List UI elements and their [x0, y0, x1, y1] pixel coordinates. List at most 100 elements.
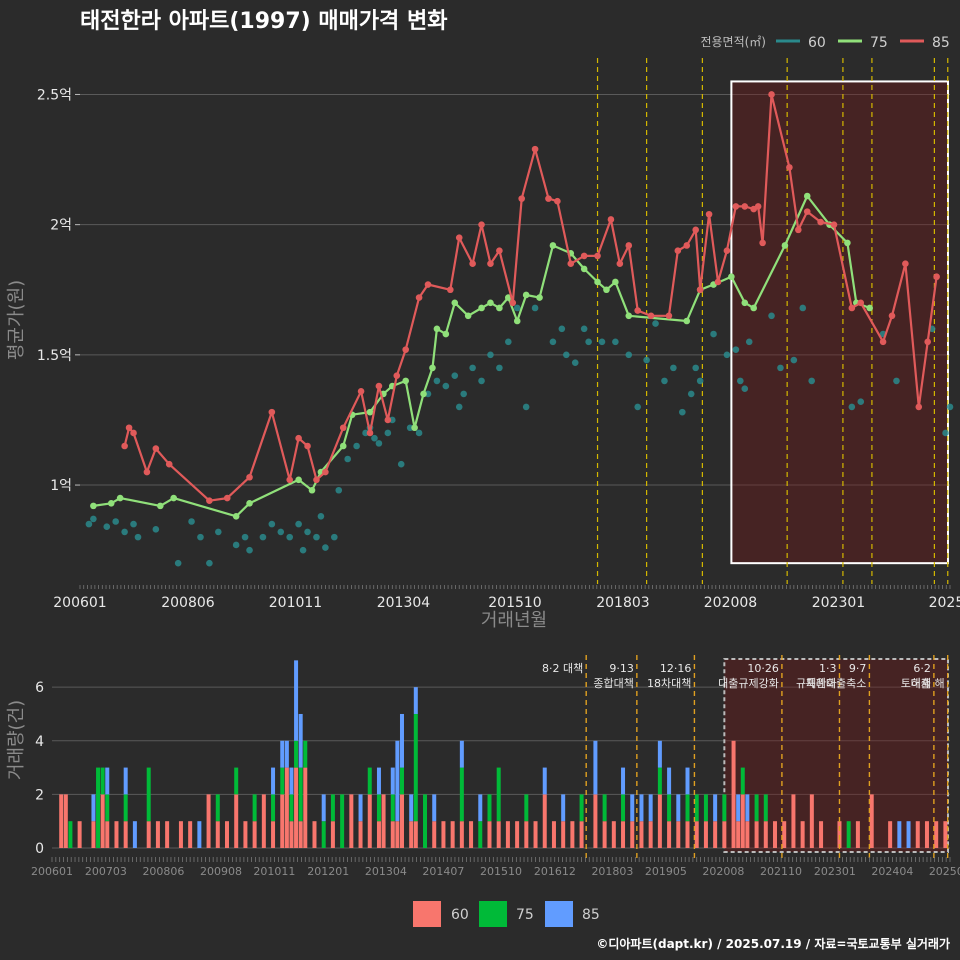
- volume-bar-75-7: [105, 794, 110, 822]
- price-point-60-20: [295, 520, 302, 528]
- price-point-60-77: [768, 312, 775, 320]
- volume-x-tick-label-11: 201905: [645, 865, 687, 878]
- price-point-60-63: [643, 356, 650, 364]
- price-point-85-17: [366, 429, 374, 437]
- volume-event-label-1-1: 종합대책: [593, 677, 633, 690]
- price-point-60-19: [286, 533, 293, 541]
- price-point-75-27: [513, 317, 521, 325]
- legend-bottom-swatch-85: [545, 901, 573, 927]
- price-point-60-70: [696, 377, 704, 385]
- price-point-60-24: [317, 512, 325, 520]
- price-point-85-52: [741, 203, 749, 210]
- volume-bar-75-9: [123, 794, 128, 822]
- volume-bar-85-60: [561, 794, 566, 822]
- price-point-60-44: [460, 390, 467, 398]
- volume-bar-85-69: [648, 794, 653, 822]
- price-point-60-45: [469, 364, 476, 372]
- volume-bar-85-26: [284, 740, 289, 768]
- volume-bar-60-9: [123, 821, 128, 848]
- price-point-85-58: [795, 226, 802, 234]
- price-point-75-1: [107, 499, 115, 507]
- volume-bar-75-82: [754, 794, 759, 822]
- volume-bar-75-20: [234, 767, 239, 795]
- volume-event-label-4-0: 1·3: [819, 662, 837, 675]
- volume-bar-85-9: [123, 767, 128, 795]
- price-point-85-3: [143, 468, 151, 476]
- legend-bottom-label-85: 85: [582, 907, 600, 923]
- volume-bar-60-29: [298, 821, 303, 848]
- price-point-85-33: [545, 195, 552, 202]
- price-point-60-67: [679, 408, 686, 416]
- volume-bar-60-67: [630, 821, 635, 848]
- price-point-75-35: [612, 278, 619, 286]
- price-point-85-16: [357, 388, 365, 395]
- price-point-85-0: [121, 442, 128, 450]
- price-point-60-55: [563, 351, 570, 359]
- volume-bar-60-53: [496, 821, 501, 848]
- price-point-60-60: [612, 338, 619, 346]
- volume-bar-75-37: [367, 767, 372, 795]
- price-point-85-23: [424, 281, 432, 288]
- volume-bar-85-46: [432, 794, 437, 822]
- price-point-85-62: [848, 304, 856, 312]
- volume-bar-85-66: [621, 767, 626, 795]
- volume-bar-60-84: [773, 821, 778, 848]
- price-point-60-3: [112, 518, 119, 525]
- legend-bottom-label-60: 60: [451, 907, 469, 923]
- price-point-85-48: [705, 210, 713, 218]
- price-x-tick-label-4: 201510: [488, 595, 541, 611]
- price-point-60-12: [215, 528, 222, 536]
- volume-bar-60-11: [146, 821, 151, 848]
- price-point-75-25: [496, 304, 503, 312]
- price-point-75-10: [339, 442, 347, 450]
- price-point-75-42: [750, 304, 757, 312]
- volume-bar-85-68: [639, 794, 644, 822]
- price-point-60-76: [745, 338, 753, 346]
- legend-bottom-label-75: 75: [516, 907, 534, 923]
- volume-bar-60-24: [271, 821, 276, 848]
- volume-bar-75-80: [740, 767, 745, 795]
- volume-bar-85-43: [409, 794, 414, 822]
- price-point-85-21: [402, 346, 409, 353]
- price-point-60-49: [505, 338, 512, 346]
- price-point-60-79: [790, 356, 798, 364]
- volume-bar-75-40: [390, 794, 395, 822]
- volume-bar-85-7: [105, 767, 110, 795]
- volume-bar-85-81: [745, 794, 750, 822]
- price-point-60-62: [634, 403, 641, 411]
- price-point-75-41: [741, 299, 749, 307]
- volume-bar-60-99: [934, 821, 939, 848]
- price-point-75-2: [116, 494, 124, 502]
- volume-event-label-3-1: 대출규제강화: [718, 677, 779, 690]
- volume-x-tick-label-8: 201510: [480, 865, 522, 878]
- volume-bar-85-79: [736, 794, 741, 822]
- price-highlight-box: [730, 80, 950, 565]
- volume-bar-60-100: [943, 821, 948, 848]
- price-point-85-26: [469, 260, 476, 268]
- price-x-tick-label-0: 200601: [53, 595, 106, 611]
- price-point-85-63: [857, 299, 865, 307]
- price-point-60-83: [857, 398, 865, 406]
- price-point-60-51: [522, 403, 530, 411]
- volume-event-label-7-1: 토허제 해: [901, 676, 945, 690]
- volume-y-tick-label-3: 6: [35, 680, 44, 696]
- volume-highlight-box: [723, 658, 949, 853]
- price-point-85-12: [304, 442, 311, 450]
- price-x-tick-label-5: 201803: [596, 595, 649, 611]
- price-point-85-15: [339, 424, 347, 432]
- volume-bar-60-60: [561, 821, 566, 848]
- legend-top-label-85: 85: [932, 35, 950, 51]
- volume-bar-60-18: [215, 821, 220, 848]
- volume-bar-60-78: [731, 740, 736, 848]
- price-point-85-24: [447, 286, 454, 294]
- price-y-tick-label-0: 1억: [50, 478, 72, 494]
- volume-bar-60-6: [100, 794, 105, 848]
- price-point-60-15: [246, 546, 253, 554]
- volume-x-tick-label-16: 20250: [929, 865, 960, 878]
- volume-bar-60-15: [188, 821, 193, 848]
- price-point-75-15: [402, 377, 409, 385]
- volume-bar-75-29: [298, 767, 303, 822]
- price-point-75-23: [478, 304, 485, 312]
- volume-bar-60-59: [551, 821, 556, 848]
- volume-bar-85-24: [271, 767, 276, 795]
